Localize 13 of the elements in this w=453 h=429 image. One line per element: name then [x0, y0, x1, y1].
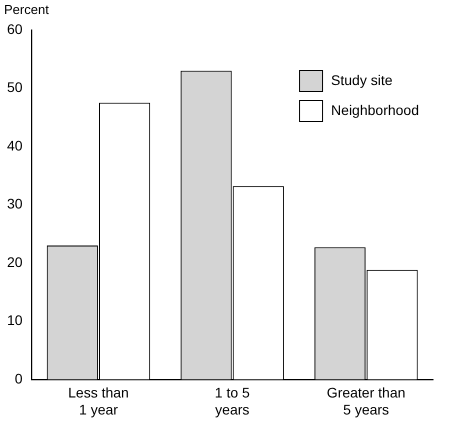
y-tick-label: 40 — [6, 137, 23, 154]
x-tick-label: Less than 1 year — [68, 384, 129, 418]
y-axis-title: Percent — [4, 2, 50, 18]
legend-label: Neighborhood — [331, 102, 420, 118]
y-tick-label: 60 — [6, 20, 23, 37]
y-tick-label: 50 — [6, 79, 23, 96]
y-tick-label: 0 — [14, 370, 23, 386]
x-tick-label: Greater than 5 years — [326, 384, 406, 418]
x-tick-label: 1 to 5 years — [214, 384, 250, 418]
y-tick-label: 20 — [6, 254, 23, 270]
y-tick-label: 30 — [6, 196, 23, 212]
legend-label: Study site — [331, 72, 393, 88]
y-tick-label: 10 — [6, 312, 23, 328]
